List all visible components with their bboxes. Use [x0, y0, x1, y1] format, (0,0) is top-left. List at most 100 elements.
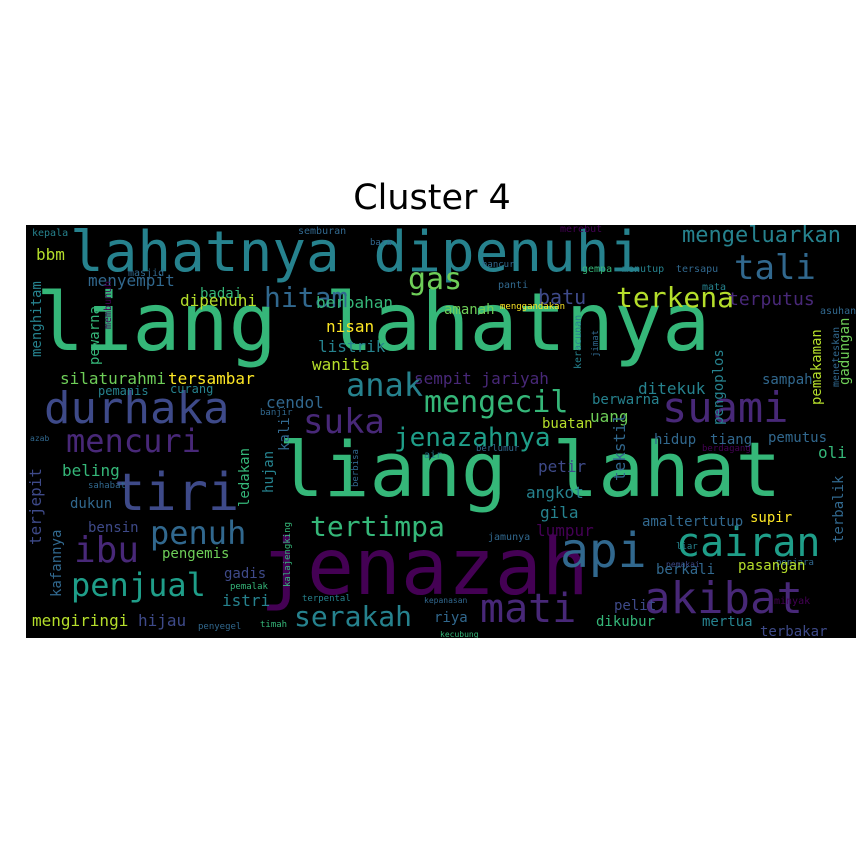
word-masjid: masjid	[128, 268, 165, 279]
word-sempit-jariyah: sempit jariyah	[414, 369, 549, 388]
word-timah: timah	[260, 620, 288, 630]
word-ibu: ibu	[74, 530, 140, 571]
word-riya: riya	[434, 610, 468, 626]
word-berbahan: berbahan	[316, 293, 394, 312]
word-terbalik: terbalik	[831, 475, 847, 543]
word-terputus: terputus	[728, 289, 815, 310]
word-uang: uang	[590, 407, 629, 426]
word-mengeluarkan: mengeluarkan	[682, 225, 841, 248]
word-mertua: mertua	[702, 614, 753, 630]
word-pengemis: pengemis	[162, 546, 230, 562]
word-gadis: gadis	[224, 566, 267, 582]
word-curang: curang	[170, 382, 214, 396]
word-kepanasan: kepanasan	[424, 596, 468, 605]
word-hidup: hidup	[654, 432, 697, 448]
word-mencuri: mencuri	[66, 422, 201, 460]
word-lahatnya-dipenuhi: lahatnya dipenuhi	[70, 225, 644, 285]
word-pasangan: pasangan	[738, 558, 806, 574]
word-liang-lahatnya: liang lahatnya	[36, 276, 711, 369]
word-dipenuhi: dipenuhi	[180, 291, 258, 310]
word-banjir: banjir	[260, 408, 293, 418]
word-badai: badai	[200, 286, 243, 302]
word-gas: gas	[408, 262, 463, 297]
word-tekstil: tekstil	[610, 413, 629, 481]
word-akibat: akibat	[644, 573, 803, 624]
word-berwarna: berwarna	[592, 392, 660, 408]
word-penuh: penuh	[150, 514, 247, 552]
word-anak: anak	[346, 366, 424, 404]
word-penjual: penjual	[71, 566, 206, 604]
word-kafannya: kafannya	[49, 529, 65, 597]
word-gadungan: gadungan	[837, 317, 853, 385]
word-hujan: hujan	[261, 450, 277, 493]
word-wanita: wanita	[312, 355, 370, 374]
word-cendol: cendol	[266, 393, 324, 412]
word-cairan: cairan	[676, 520, 821, 566]
word-dukun: dukun	[70, 496, 113, 512]
word-berbisa: berbisa	[351, 449, 361, 487]
word-batu: batu	[538, 285, 587, 309]
word-mengiringi: mengiringi	[32, 611, 129, 630]
word-tertimpa: tertimpa	[310, 510, 445, 543]
word-jamunya: jamunya	[488, 532, 531, 543]
word-panti: panti	[498, 280, 529, 291]
word-penyegel: penyegel	[198, 622, 242, 632]
word-tali: tali	[734, 248, 816, 288]
word-terbakar: terbakar	[760, 624, 828, 638]
word-menghitam: menghitam	[29, 281, 45, 357]
word-pengoplos: pengoplos	[711, 349, 727, 425]
word-tersambar: tersambar	[168, 369, 255, 388]
word-jimat: jimat	[591, 329, 601, 357]
word-pewarna: pewarna	[87, 305, 103, 365]
word-mengecil: mengecil	[424, 385, 569, 420]
word-berlumur: berlumur	[476, 444, 520, 454]
word-azab: azab	[30, 434, 50, 443]
word-terpental: terpental	[302, 594, 351, 604]
word-silaturahmi: silaturahmi	[60, 369, 166, 388]
word-menggandakan: menggandakan	[500, 302, 566, 312]
word-tiang: tiang	[710, 432, 753, 448]
word-bara: bara	[370, 238, 392, 248]
chart-title: Cluster 4	[353, 178, 511, 218]
word-api: api	[560, 523, 647, 579]
word-petir: petir	[538, 457, 587, 476]
word-menyempit: menyempit	[88, 271, 175, 290]
word-pemalak: pemalak	[230, 582, 268, 592]
word-bbm: bbm	[36, 245, 65, 264]
word-serakah: serakah	[294, 600, 413, 633]
word-liar: liar	[676, 542, 698, 552]
word-hijau: hijau	[138, 611, 187, 630]
word-nisan: nisan	[326, 317, 375, 336]
word-sahabat: sahabat	[88, 481, 126, 491]
word-terjepit: terjepit	[26, 467, 45, 545]
word-pemanis: pemanis	[98, 384, 149, 398]
word-tersapu: tersapu	[676, 264, 719, 275]
word-ledakan: ledakan	[237, 447, 253, 507]
word-cloud: liang lahatnya liang lahat lahatnya dipe…	[26, 225, 856, 638]
word-menutup: menutup	[622, 264, 665, 275]
word-kali: kali	[277, 417, 293, 451]
word-bensin: bensin	[88, 520, 139, 536]
word-tiri: tiri	[114, 463, 240, 523]
word-jenazahnya: jenazahnya	[394, 423, 551, 453]
word-asuhan: asuhan	[820, 306, 856, 317]
word-istri: istri	[222, 591, 271, 610]
word-jenazah: jenazah	[260, 523, 589, 613]
word-pelit: pelit	[614, 598, 657, 614]
word-mati: mati	[480, 586, 577, 632]
word-angkot: angkot	[526, 483, 584, 502]
word-berkali: berkali	[656, 562, 716, 578]
word-kepala: kepala	[32, 228, 69, 239]
word-semburan: semburan	[298, 226, 347, 237]
word-kecubung: kecubung	[440, 630, 479, 639]
word-oli: oli	[818, 443, 847, 462]
word-sampah: sampah	[762, 372, 813, 388]
word-buatan: buatan	[542, 416, 593, 432]
word-merebut: merebut	[560, 225, 603, 235]
word-liang-lahat: liang lahat	[278, 425, 782, 514]
word-suka: suka	[303, 402, 385, 442]
word-pemakaman: pemakaman	[809, 329, 825, 405]
word-supir: supir	[750, 510, 793, 526]
word-gila: gila	[540, 503, 579, 522]
